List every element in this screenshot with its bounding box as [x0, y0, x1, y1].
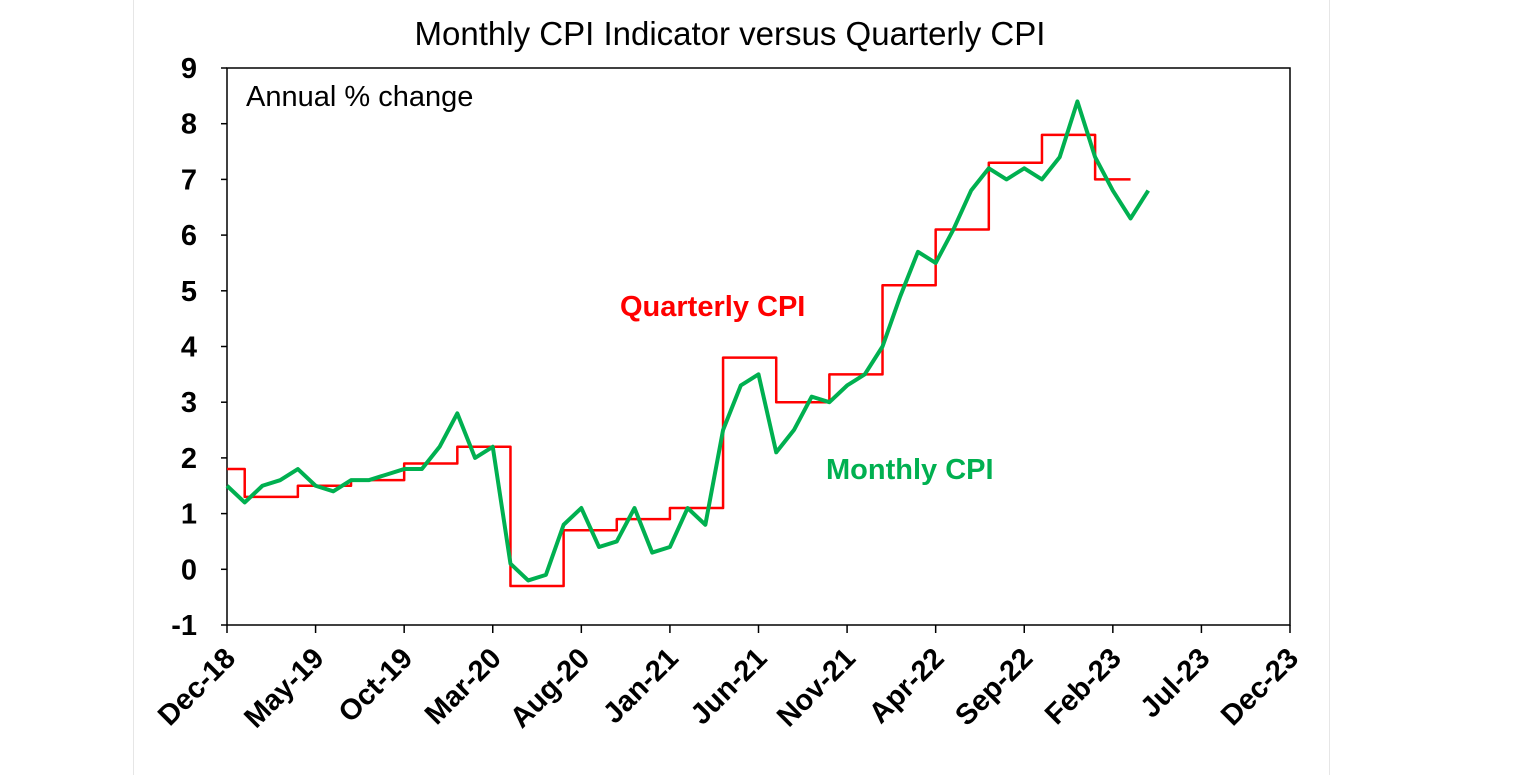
- y-tick-label: 3: [181, 387, 197, 419]
- y-tick-label: 9: [181, 53, 197, 85]
- y-tick-label: 0: [181, 554, 197, 586]
- x-tick-label: Mar-20: [419, 642, 508, 731]
- quarterly-cpi-series-label: Quarterly CPI: [620, 291, 805, 323]
- x-tick-label: Nov-21: [771, 642, 862, 733]
- x-tick-label: Aug-20: [504, 642, 596, 734]
- x-tick-label: Jan-21: [597, 642, 685, 730]
- y-tick-label: 6: [181, 220, 197, 252]
- y-tick-label: 1: [181, 499, 197, 531]
- y-tick-label: 7: [181, 164, 197, 196]
- chart-annotation: Annual % change: [246, 81, 473, 113]
- series-layer: [225, 99, 1150, 588]
- x-tick-label: Oct-19: [333, 642, 419, 728]
- x-tick-label: Feb-23: [1039, 642, 1128, 731]
- monthly-cpi-line: [225, 99, 1150, 583]
- x-tick-label: Jul-23: [1134, 642, 1216, 724]
- x-tick-label: Dec-18: [152, 642, 242, 732]
- y-tick-label: 2: [181, 443, 197, 475]
- chart-title: Monthly CPI Indicator versus Quarterly C…: [415, 15, 1046, 52]
- monthly-cpi-series-label: Monthly CPI: [826, 454, 994, 486]
- y-tick-label: 5: [181, 276, 197, 308]
- x-tick-label: Sep-22: [949, 642, 1039, 732]
- y-tick-label: 8: [181, 109, 197, 141]
- x-tick-label: Jun-21: [685, 642, 774, 731]
- y-tick-label: -1: [171, 610, 197, 642]
- plot-area: [226, 67, 1291, 626]
- y-axis: -1 0 1 2 3 4 5 6 7 8 9: [171, 53, 227, 642]
- x-tick-label: Dec-23: [1215, 642, 1305, 732]
- x-tick-label: Apr-22: [863, 642, 951, 730]
- y-tick-label: 4: [181, 332, 197, 364]
- x-tick-label: May-19: [238, 642, 330, 734]
